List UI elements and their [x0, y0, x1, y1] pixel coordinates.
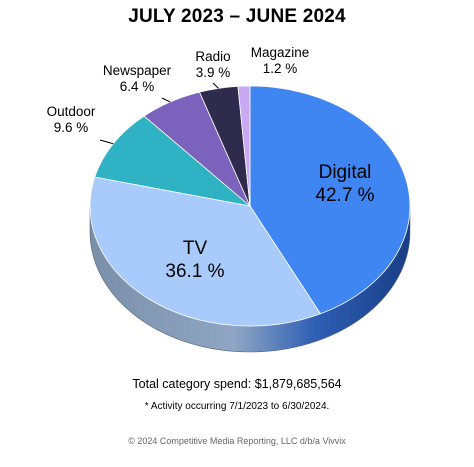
slice-label-magazine: Magazine 1.2 % [250, 45, 310, 77]
activity-note: * Activity occurring 7/1/2023 to 6/30/20… [144, 401, 330, 412]
leader-line-outdoor [99, 139, 114, 145]
slice-label-tv: TV 36.1 % [165, 238, 225, 282]
slice-label-newspaper: Newspaper 6.4 % [102, 63, 172, 95]
slice-label-outdoor: Outdoor 9.6 % [46, 104, 96, 136]
slice-label-digital: Digital 42.7 % [315, 162, 375, 206]
leader-line-radio [212, 82, 219, 89]
pie-slice-tv [89, 176, 322, 327]
chart-title: JULY 2023 – JUNE 2024 [128, 6, 346, 27]
slice-label-radio: Radio 3.9 % [195, 49, 231, 81]
leader-line-newspaper [161, 97, 171, 103]
total-spend: Total category spend: $1,879,685,564 [132, 377, 342, 391]
pie-slice-digital [249, 85, 411, 315]
copyright: © 2024 Competitive Media Reporting, LLC … [128, 436, 346, 446]
pie-slice-magazine [237, 85, 251, 207]
